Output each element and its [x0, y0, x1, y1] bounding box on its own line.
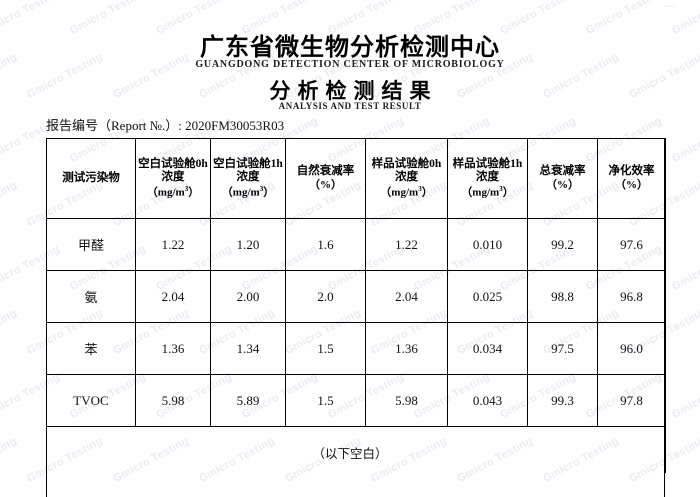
table-row: 甲醛 1.22 1.20 1.6 1.22 0.010 99.2 97.6 — [46, 218, 666, 271]
cell-natural: 1.5 — [285, 374, 366, 427]
cell-blank_1h: 2.00 — [210, 270, 286, 323]
header-unit: （mg/m3） — [461, 184, 514, 199]
cell-blank_0h: 1.36 — [135, 322, 211, 375]
cell-pollutant: TVOC — [46, 374, 136, 427]
cell-pollutant: 甲醛 — [46, 218, 136, 271]
cell-pollutant: 氨 — [46, 270, 136, 323]
cell-total_decay: 99.2 — [527, 218, 598, 271]
cell-blank_0h: 5.98 — [135, 374, 211, 427]
table-header-cell-natural: 自然衰减率 （%） — [285, 138, 366, 219]
report-subtitle-cn: 分析检测结果 — [269, 79, 438, 103]
table-blank-row — [46, 426, 666, 473]
cell-efficiency: 97.8 — [597, 374, 666, 427]
cell-blank_0h: 1.22 — [135, 218, 211, 271]
cell-blank_1h: 1.20 — [210, 218, 286, 271]
table-body: 甲醛 1.22 1.20 1.6 1.22 0.010 99.2 97.6 氨 2.04 2.00 2… — [46, 218, 666, 473]
cell-sample_1h: 0.034 — [447, 322, 528, 375]
cell-total_decay: 98.8 — [527, 270, 598, 323]
test-result-table: 测试污染物 空白试验舱0h 浓度 （mg/m3） 空白试验舱1h 浓度 （mg/m3）自… — [46, 138, 666, 473]
cell-efficiency: 96.0 — [597, 322, 666, 375]
header-label: 样品试验舱0h 浓度 — [371, 157, 442, 184]
cell-pollutant: 苯 — [46, 322, 136, 375]
header-label: 空白试验舱1h 浓度 — [213, 157, 283, 184]
cell-blank_1h: 1.34 — [210, 322, 286, 375]
table-header-cell-efficiency: 净化效率 （%） — [597, 138, 666, 219]
cell-sample_0h: 5.98 — [365, 374, 448, 427]
header-unit: （%） — [546, 178, 579, 191]
cell-blank_1h: 5.89 — [210, 374, 286, 427]
header-unit: （mg/m3） — [221, 184, 275, 199]
cell-natural: 2.0 — [285, 270, 366, 323]
organization-title-cn: 广东省微生物分析检测中心 — [200, 35, 500, 61]
header-label: 测试污染物 — [62, 171, 120, 184]
table-row: 氨 2.04 2.00 2.0 2.04 0.025 98.8 96.8 — [46, 270, 666, 323]
cell-total_decay: 99.3 — [527, 374, 598, 427]
header-unit: （%） — [309, 178, 342, 191]
header-label: 自然衰减率 — [296, 165, 355, 178]
header-label: 空白试验舱0h 浓度 — [138, 157, 208, 184]
header-label: 样品试验舱1h 浓度 — [452, 157, 523, 184]
cell-efficiency: 96.8 — [597, 270, 666, 323]
cell-efficiency: 97.6 — [597, 218, 666, 271]
table-header-cell-blank_1h: 空白试验舱1h 浓度 （mg/m3） — [210, 138, 286, 219]
table-header-cell-blank_0h: 空白试验舱0h 浓度 （mg/m3） — [135, 138, 211, 219]
blank-area-cell — [46, 426, 666, 473]
table-header-cell-total_decay: 总衰减率 （%） — [527, 138, 598, 219]
cell-sample_0h: 1.36 — [365, 322, 448, 375]
cell-natural: 1.5 — [285, 322, 366, 375]
cell-sample_1h: 0.043 — [447, 374, 528, 427]
header-label: 总衰减率 — [539, 165, 586, 178]
report-number: 报告编号（Report №.）: 2020FM30053R03 — [46, 118, 285, 133]
header-label: 净化效率 — [608, 165, 655, 178]
table-header-cell-pollutant: 测试污染物 — [46, 138, 136, 219]
cell-blank_0h: 2.04 — [135, 270, 211, 323]
table-row: 苯 1.36 1.34 1.5 1.36 0.034 97.5 96.0 — [46, 322, 666, 375]
cell-natural: 1.6 — [285, 218, 366, 271]
blank-below-note: （以下空白） — [312, 447, 388, 461]
table-header-row: 测试污染物 空白试验舱0h 浓度 （mg/m3） 空白试验舱1h 浓度 （mg/m3）自… — [46, 138, 666, 219]
header-unit: （%） — [615, 178, 648, 191]
header-unit: （mg/m3） — [380, 184, 433, 199]
table-row: TVOC 5.98 5.89 1.5 5.98 0.043 99.3 97.8 — [46, 374, 666, 427]
top-edge-mark: ···· — [663, 3, 677, 10]
report-subtitle-en: ANALYSIS AND TEST RESULT — [278, 101, 422, 111]
cell-total_decay: 97.5 — [527, 322, 598, 375]
cell-sample_1h: 0.010 — [447, 218, 528, 271]
table-header: 测试污染物 空白试验舱0h 浓度 （mg/m3） 空白试验舱1h 浓度 （mg/m3）自… — [46, 138, 666, 219]
table-header-cell-sample_1h: 样品试验舱1h 浓度 （mg/m3） — [447, 138, 528, 219]
organization-title-en: GUANGDONG DETECTION CENTER OF MICROBIOLO… — [195, 59, 505, 70]
header-unit: （mg/m3） — [146, 184, 200, 199]
cell-sample_0h: 1.22 — [365, 218, 448, 271]
table-header-cell-sample_0h: 样品试验舱0h 浓度 （mg/m3） — [365, 138, 448, 219]
cell-sample_0h: 2.04 — [365, 270, 448, 323]
cell-sample_1h: 0.025 — [447, 270, 528, 323]
